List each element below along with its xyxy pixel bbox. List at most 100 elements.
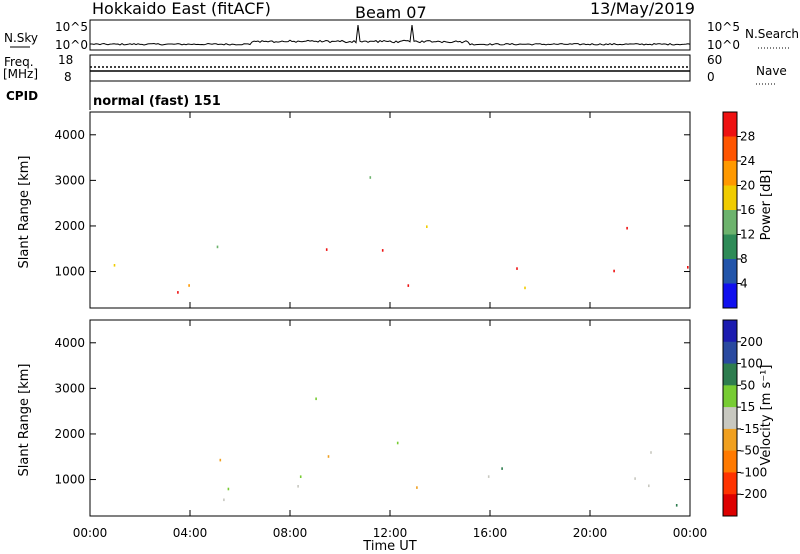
nave-tick-top: 60 (707, 53, 722, 67)
colorbar-segment (723, 320, 737, 343)
cpid-panel: CPID normal (fast) 151 (6, 81, 221, 110)
colorbar-segment (723, 259, 737, 284)
freq-unit: [MHz] (3, 67, 38, 81)
heatmap-cell (381, 249, 384, 252)
heatmap-cell (315, 397, 317, 401)
y-tick-label: 3000 (54, 381, 85, 395)
power-ylabel: Slant Range [km] (17, 156, 32, 269)
noise-tick-bottom-left: 10^0 (55, 38, 88, 52)
velocity-colorbar: 200 100 50 15 -15 -50 -100 -200 (722, 319, 767, 517)
velocity-heatmap-cells (219, 397, 678, 507)
colorbar-segment (723, 283, 737, 309)
heatmap-cell (396, 441, 399, 445)
nsearch-label: N.Search (745, 27, 799, 41)
colorbar-tick-label: -200 (740, 487, 767, 501)
colorbar-tick-label: -50 (740, 444, 760, 458)
heatmap-cell (501, 467, 503, 470)
noise-panel-frame (89, 19, 691, 51)
heatmap-cell (650, 451, 652, 454)
heatmap-cell (188, 284, 190, 287)
colorbar-segment (723, 494, 737, 517)
colorbar-tick-label: 20 (740, 179, 755, 193)
freq-panel: Freq. [MHz] 18 8 60 0 Nave (3, 53, 787, 85)
y-tick-label: 4000 (54, 336, 85, 350)
x-axis-label: Time UT (362, 539, 416, 554)
heatmap-cell (227, 487, 230, 491)
heatmap-cell (416, 486, 418, 489)
beam-title: Beam 07 (355, 3, 427, 22)
heatmap-cell (325, 248, 328, 251)
heatmap-cell (219, 458, 222, 462)
power-y-ticks: 1000 2000 3000 4000 (54, 128, 690, 279)
velocity-y-ticks: 1000 2000 3000 4000 (54, 336, 690, 487)
heatmap-cell (648, 484, 650, 488)
heatmap-cell (626, 226, 628, 230)
noise-tick-top-right: 10^5 (707, 20, 740, 34)
colorbar-segment (723, 234, 737, 260)
colorbar-tick-label: 100 (740, 357, 763, 371)
heatmap-cell (177, 291, 179, 294)
colorbar-segment (723, 450, 737, 473)
heatmap-cell (297, 485, 299, 488)
cpid-text: normal (fast) 151 (93, 94, 221, 109)
power-heatmap-cells (113, 176, 689, 294)
colorbar-tick-label: 50 (740, 378, 755, 392)
colorbar-tick-label: -100 (740, 465, 767, 479)
power-colorbar-label: Power [dB] (759, 170, 774, 241)
power-panel-frame (89, 111, 691, 309)
colorbar-segment (723, 407, 737, 430)
x-tick-label: 00:00 (73, 526, 108, 540)
colorbar-tick-label: 28 (740, 130, 755, 144)
x-tick-label: 12:00 (373, 526, 408, 540)
colorbar-tick-label: 4 (740, 277, 748, 291)
colorbar-tick-label: -15 (740, 422, 760, 436)
heatmap-cell (487, 475, 490, 478)
y-tick-label: 2000 (54, 219, 85, 233)
x-tick-label: 00:00 (673, 526, 708, 540)
noise-tick-top-left: 10^5 (55, 20, 88, 34)
heatmap-cell (327, 455, 330, 458)
x-axis-ticks: 00:00 04:00 08:00 12:00 16:00 20:00 00:00 (73, 112, 708, 540)
freq-label: Freq. (4, 55, 34, 69)
colorbar-tick-label: 24 (740, 154, 755, 168)
date-title: 13/May/2019 (590, 0, 695, 18)
colorbar-tick-label: 15 (740, 400, 755, 414)
heatmap-cell (216, 245, 219, 249)
power-colorbar: 4 8 12 16 20 24 28 (722, 111, 755, 309)
heatmap-cell (524, 286, 526, 290)
nsky-trace (89, 24, 691, 46)
x-tick-label: 08:00 (273, 526, 308, 540)
heatmap-cell (113, 264, 116, 267)
freq-tick-top: 18 (58, 53, 73, 67)
colorbar-tick-label: 8 (740, 252, 748, 266)
noise-tick-bottom-right: 10^0 (707, 38, 740, 52)
nsky-label: N.Sky (4, 31, 38, 45)
colorbar-segment (723, 185, 737, 211)
colorbar-segment (723, 363, 737, 386)
heatmap-cell (223, 498, 225, 502)
cpid-label: CPID (6, 89, 38, 103)
heatmap-cell (426, 225, 428, 228)
heatmap-cell (369, 176, 372, 179)
nave-label: Nave (756, 64, 787, 78)
colorbar-segment (723, 428, 737, 452)
y-tick-label: 1000 (54, 265, 85, 279)
freq-panel-frame (89, 54, 691, 82)
colorbar-segment (723, 210, 737, 235)
heatmap-cell (516, 267, 518, 270)
nave-tick-bottom: 0 (707, 70, 715, 84)
power-panel: 1000 2000 3000 4000 Slant Range [km] 4 8 12 16… (17, 111, 774, 309)
colorbar-segment (723, 136, 737, 162)
colorbar-segment (723, 472, 737, 495)
heatmap-cell (407, 284, 410, 287)
colorbar-segment (723, 385, 737, 408)
x-tick-label: 16:00 (473, 526, 508, 540)
station-title: Hokkaido East (fitACF) (92, 0, 271, 18)
colorbar-segment (723, 161, 737, 186)
y-tick-label: 4000 (54, 128, 85, 142)
x-tick-label: 20:00 (573, 526, 608, 540)
y-tick-label: 3000 (54, 173, 85, 187)
noise-panel: N.Sky 10^5 10^0 10^5 10^0 N.Search (4, 19, 799, 52)
colorbar-tick-label: 12 (740, 228, 755, 242)
